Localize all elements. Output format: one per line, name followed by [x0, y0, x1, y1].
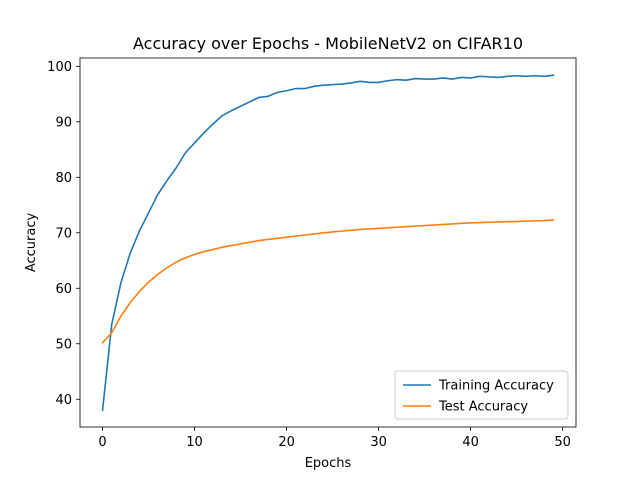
legend-label: Test Accuracy: [438, 400, 528, 415]
plot-background: [80, 58, 576, 427]
y-tick-label: 60: [55, 282, 72, 297]
y-axis-ticks: 40 50 60 70 80 90 100: [47, 60, 80, 408]
plot-area: [80, 58, 576, 427]
x-tick-label: 10: [186, 435, 203, 450]
y-tick-label: 70: [55, 226, 72, 241]
y-tick-label: 100: [47, 60, 72, 75]
x-axis-label: Epochs: [305, 456, 352, 471]
chart-title: Accuracy over Epochs - MobileNetV2 on CI…: [133, 34, 523, 53]
y-tick-label: 50: [55, 337, 72, 352]
y-axis-label: Accuracy: [24, 213, 39, 273]
y-tick-label: 80: [55, 171, 72, 186]
legend: Training Accuracy Test Accuracy: [394, 370, 569, 420]
x-tick-label: 30: [370, 435, 387, 450]
series-lines: [101, 74, 555, 412]
legend-box: [394, 370, 569, 420]
axes-frame: [79, 57, 577, 428]
test-accuracy-line: [101, 219, 555, 344]
y-tick-label: 90: [55, 115, 72, 130]
x-tick-label: 40: [462, 435, 479, 450]
x-tick-label: 0: [98, 435, 106, 450]
legend-label: Training Accuracy: [438, 379, 554, 394]
x-axis-ticks: 0 10 20 30 40 50: [98, 427, 571, 450]
y-tick-label: 40: [55, 393, 72, 408]
axes-spines: [79, 57, 577, 428]
x-tick-label: 50: [554, 435, 571, 450]
x-tick-label: 20: [278, 435, 295, 450]
training-accuracy-line: [101, 74, 555, 412]
